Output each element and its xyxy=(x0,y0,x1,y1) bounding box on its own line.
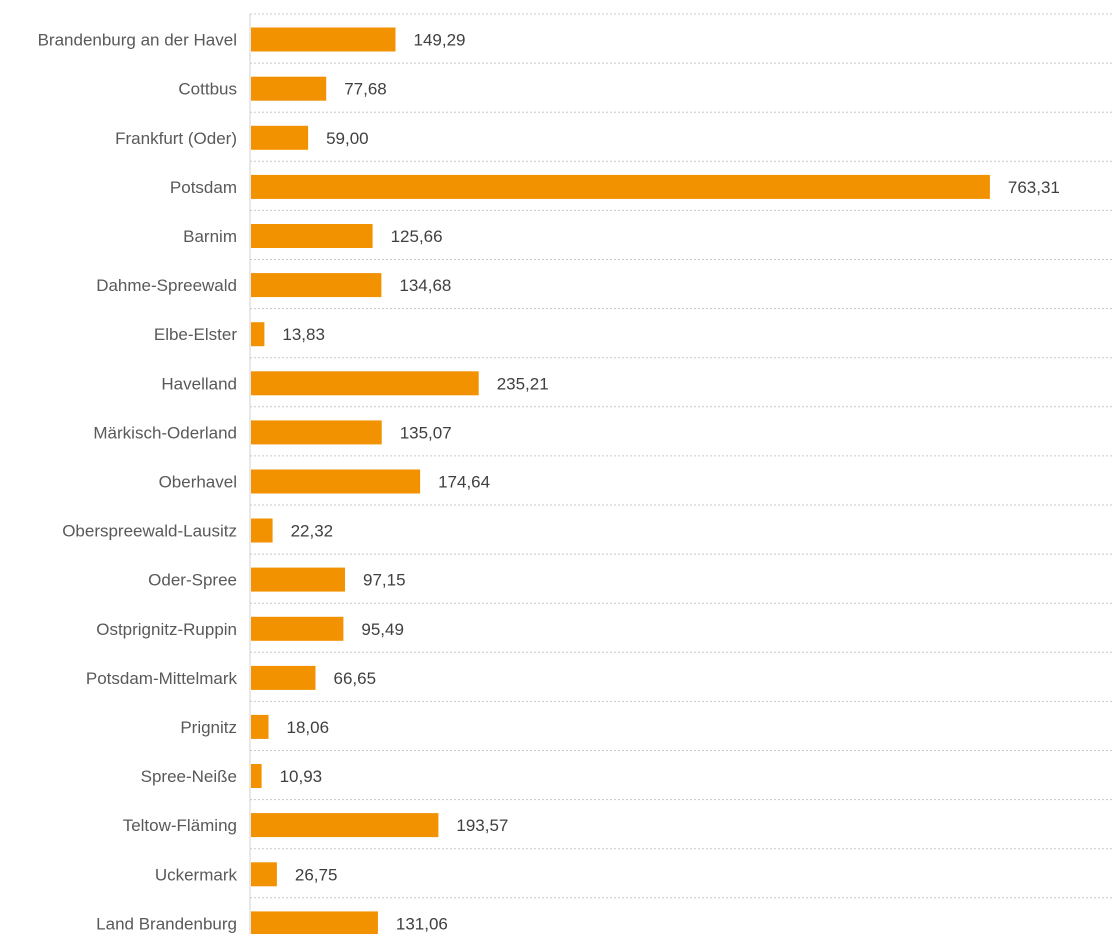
category-label: Frankfurt (Oder) xyxy=(115,129,237,148)
value-label: 193,57 xyxy=(456,816,508,835)
category-label: Ostprignitz-Ruppin xyxy=(96,620,237,639)
value-label: 125,66 xyxy=(391,227,443,246)
category-label: Cottbus xyxy=(178,80,237,99)
bar xyxy=(251,567,345,592)
bar xyxy=(251,616,344,641)
bar-layer xyxy=(251,27,990,934)
category-label: Land Brandenburg xyxy=(96,914,237,933)
bar xyxy=(251,27,396,52)
category-label: Oder-Spree xyxy=(148,571,237,590)
bar xyxy=(251,76,327,101)
value-label: 66,65 xyxy=(334,669,377,688)
category-label: Potsdam-Mittelmark xyxy=(86,669,238,688)
category-label: Barnim xyxy=(183,227,237,246)
grid-layer xyxy=(250,13,1112,899)
bar xyxy=(251,813,439,838)
value-label: 18,06 xyxy=(287,718,330,737)
value-label: 131,06 xyxy=(396,914,448,933)
value-label: 174,64 xyxy=(438,473,490,492)
value-label: 77,68 xyxy=(344,80,387,99)
bar xyxy=(251,764,262,788)
bar xyxy=(251,224,373,248)
category-label: Prignitz xyxy=(180,718,237,737)
value-label: 95,49 xyxy=(361,620,404,639)
category-label: Brandenburg an der Havel xyxy=(38,31,237,50)
category-label: Oberhavel xyxy=(159,473,237,492)
value-label: 235,21 xyxy=(497,374,549,393)
bar xyxy=(251,322,265,347)
category-label: Uckermark xyxy=(155,865,238,884)
bar xyxy=(251,125,309,150)
bar xyxy=(251,665,316,690)
label-layer: Brandenburg an der Havel 149,29 Cottbus 77,… xyxy=(38,31,1060,934)
category-label: Oberspreewald-Lausitz xyxy=(62,522,237,541)
bar xyxy=(251,469,421,494)
value-label: 22,32 xyxy=(291,522,334,541)
category-label: Märkisch-Oderland xyxy=(93,423,237,442)
category-label: Spree-Neiße xyxy=(141,767,237,786)
value-label: 763,31 xyxy=(1008,178,1060,197)
value-label: 13,83 xyxy=(282,325,325,344)
category-label: Potsdam xyxy=(170,178,237,197)
category-label: Teltow-Fläming xyxy=(123,816,237,835)
bar xyxy=(251,518,273,543)
value-label: 10,93 xyxy=(280,767,323,786)
bar xyxy=(251,420,382,445)
value-label: 97,15 xyxy=(363,571,406,590)
bar xyxy=(251,911,378,934)
category-label: Havelland xyxy=(161,374,237,393)
bar xyxy=(251,273,382,298)
value-label: 26,75 xyxy=(295,865,338,884)
value-label: 134,68 xyxy=(399,276,451,295)
bar xyxy=(251,174,990,199)
value-label: 135,07 xyxy=(400,423,452,442)
bar xyxy=(251,371,479,396)
bar xyxy=(251,862,277,887)
category-label: Dahme-Spreewald xyxy=(96,276,237,295)
bar xyxy=(251,714,269,739)
value-label: 59,00 xyxy=(326,129,369,148)
category-label: Elbe-Elster xyxy=(154,325,237,344)
value-label: 149,29 xyxy=(414,31,466,50)
